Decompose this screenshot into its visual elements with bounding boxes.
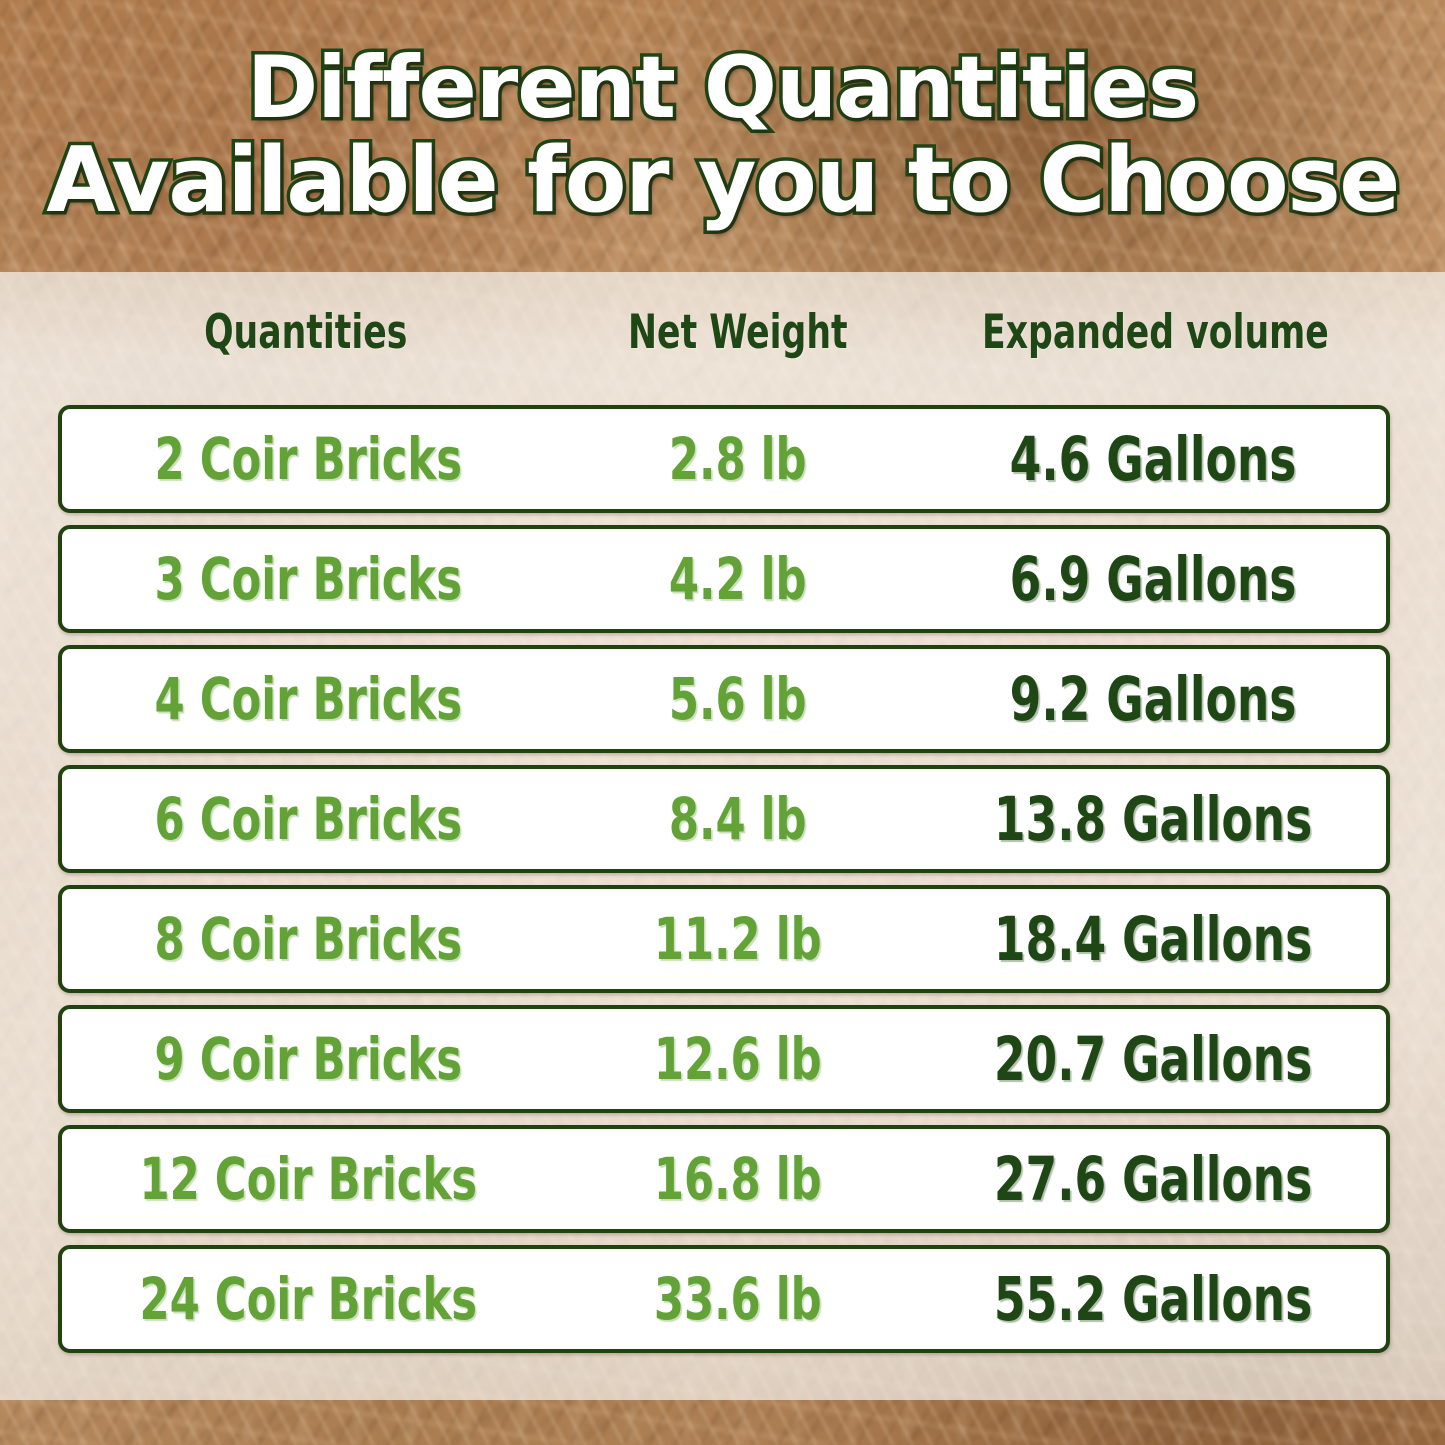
cell-quantity: 2 Coir Bricks	[154, 425, 462, 493]
table-row: 2 Coir Bricks 2.8 lb 4.6 Gallons	[58, 405, 1390, 513]
cell-volume: 27.6 Gallons	[993, 1143, 1313, 1215]
column-header-expanded-volume: Expanded volume	[982, 305, 1329, 360]
cell-quantity: 3 Coir Bricks	[154, 545, 462, 613]
cell-volume: 55.2 Gallons	[993, 1263, 1313, 1335]
table-row: 4 Coir Bricks 5.6 lb 9.2 Gallons	[58, 645, 1390, 753]
cell-weight: 4.2 lb	[668, 545, 807, 613]
table-header-row: Quantities Net Weight Expanded volume	[58, 296, 1390, 360]
title-line-2: Available for you to Choose	[43, 127, 1404, 233]
cell-volume: 13.8 Gallons	[993, 783, 1313, 855]
cell-volume: 4.6 Gallons	[1009, 423, 1297, 495]
table-row: 24 Coir Bricks 33.6 lb 55.2 Gallons	[58, 1245, 1390, 1353]
cell-quantity: 9 Coir Bricks	[154, 1025, 462, 1093]
cell-volume: 6.9 Gallons	[1009, 543, 1297, 615]
cell-quantity: 4 Coir Bricks	[154, 665, 462, 733]
title-line-1: Different Quantities	[243, 38, 1202, 139]
cell-weight: 5.6 lb	[668, 665, 807, 733]
cell-weight: 8.4 lb	[668, 785, 807, 853]
cell-quantity: 6 Coir Bricks	[154, 785, 462, 853]
table-row: 8 Coir Bricks 11.2 lb 18.4 Gallons	[58, 885, 1390, 993]
column-header-net-weight: Net Weight	[627, 305, 848, 360]
cell-weight: 16.8 lb	[653, 1145, 822, 1213]
quantities-table: Quantities Net Weight Expanded volume 2 …	[58, 296, 1390, 1353]
cell-weight: 2.8 lb	[668, 425, 807, 493]
table-row: 12 Coir Bricks 16.8 lb 27.6 Gallons	[58, 1125, 1390, 1233]
cell-weight: 33.6 lb	[653, 1265, 822, 1333]
table-row: 6 Coir Bricks 8.4 lb 13.8 Gallons	[58, 765, 1390, 873]
table-row: 9 Coir Bricks 12.6 lb 20.7 Gallons	[58, 1005, 1390, 1113]
title-banner: Different Quantities Available for you t…	[0, 0, 1445, 268]
cell-volume: 20.7 Gallons	[993, 1023, 1313, 1095]
table-row: 3 Coir Bricks 4.2 lb 6.9 Gallons	[58, 525, 1390, 633]
cell-volume: 18.4 Gallons	[993, 903, 1313, 975]
cell-quantity: 8 Coir Bricks	[154, 905, 462, 973]
cell-weight: 11.2 lb	[653, 905, 822, 973]
column-header-quantities: Quantities	[204, 305, 408, 360]
cell-volume: 9.2 Gallons	[1009, 663, 1297, 735]
cell-quantity: 24 Coir Bricks	[139, 1265, 478, 1333]
cell-weight: 12.6 lb	[653, 1025, 822, 1093]
cell-quantity: 12 Coir Bricks	[139, 1145, 478, 1213]
